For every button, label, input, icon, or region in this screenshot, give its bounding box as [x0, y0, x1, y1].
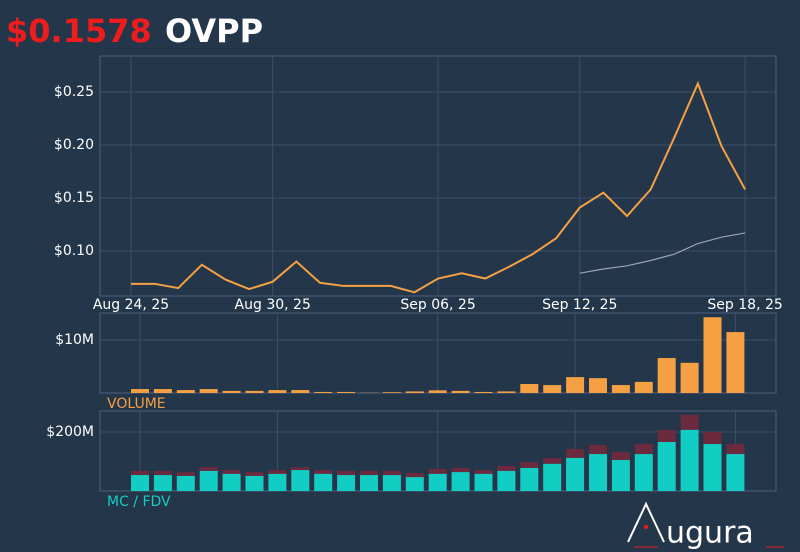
bar	[314, 473, 333, 491]
bar	[474, 473, 493, 491]
bar	[199, 470, 218, 491]
bar	[680, 429, 699, 491]
bar	[405, 391, 424, 393]
bar	[291, 390, 310, 393]
bar	[543, 385, 562, 393]
bar	[543, 463, 562, 491]
bar	[451, 390, 470, 393]
ticker: OVPP	[165, 12, 263, 50]
bar	[611, 460, 630, 491]
bar	[291, 470, 310, 491]
bar	[474, 391, 493, 393]
x-tick-label: Sep 06, 25	[400, 297, 475, 313]
bar	[428, 390, 447, 393]
panel-label: VOLUME	[107, 396, 166, 412]
bar	[199, 389, 218, 393]
y-tick-label: $0.10	[54, 243, 94, 259]
price-line	[131, 80, 746, 294]
x-tick-label: Aug 30, 25	[235, 297, 311, 313]
bar	[405, 477, 424, 491]
bar	[360, 475, 378, 491]
y-tick-label: $0.25	[54, 84, 94, 100]
panel-label: MC / FDV	[107, 494, 171, 510]
bar	[153, 389, 172, 393]
bar	[222, 390, 241, 393]
bar	[634, 381, 653, 393]
price: $0.1578	[6, 12, 152, 50]
bar	[634, 454, 653, 491]
bar	[589, 454, 607, 491]
bar	[268, 390, 287, 393]
bar	[520, 383, 539, 393]
bar	[222, 473, 241, 491]
bar	[245, 475, 264, 491]
bar	[131, 389, 149, 393]
bar	[153, 475, 172, 491]
bar	[566, 377, 585, 393]
x-tick-label: Aug 24, 25	[93, 297, 169, 313]
bar	[589, 378, 607, 393]
y-tick-label: $0.15	[54, 190, 94, 206]
bar	[451, 472, 470, 491]
bar	[497, 470, 516, 491]
bar	[566, 457, 585, 491]
price-line	[579, 232, 746, 274]
bar	[245, 390, 264, 393]
bar	[497, 391, 516, 393]
bar	[268, 473, 287, 491]
bar	[176, 390, 195, 393]
bar	[703, 317, 722, 393]
y-tick-label: $10M	[55, 332, 94, 348]
bar	[176, 475, 195, 491]
x-tick-label: Sep 12, 25	[542, 297, 617, 313]
bar	[703, 444, 722, 491]
bar	[131, 475, 149, 491]
bar	[382, 392, 401, 393]
x-tick-label: Sep 18, 25	[707, 297, 782, 313]
bar	[657, 358, 676, 393]
bar	[337, 391, 356, 393]
bar	[337, 475, 356, 491]
logo-text: ugura	[666, 516, 754, 551]
logo-dot	[644, 525, 648, 529]
bar	[611, 385, 630, 393]
logo: ugura	[627, 501, 784, 551]
bar	[520, 467, 539, 491]
bar	[382, 475, 401, 491]
bar	[680, 362, 699, 393]
bar	[726, 332, 745, 393]
bar	[428, 473, 447, 491]
logo-mark	[627, 501, 665, 543]
bar	[314, 391, 333, 393]
bar	[657, 441, 676, 491]
y-tick-label: $0.20	[54, 137, 94, 153]
y-tick-label: $200M	[46, 424, 94, 440]
bar	[726, 454, 745, 491]
